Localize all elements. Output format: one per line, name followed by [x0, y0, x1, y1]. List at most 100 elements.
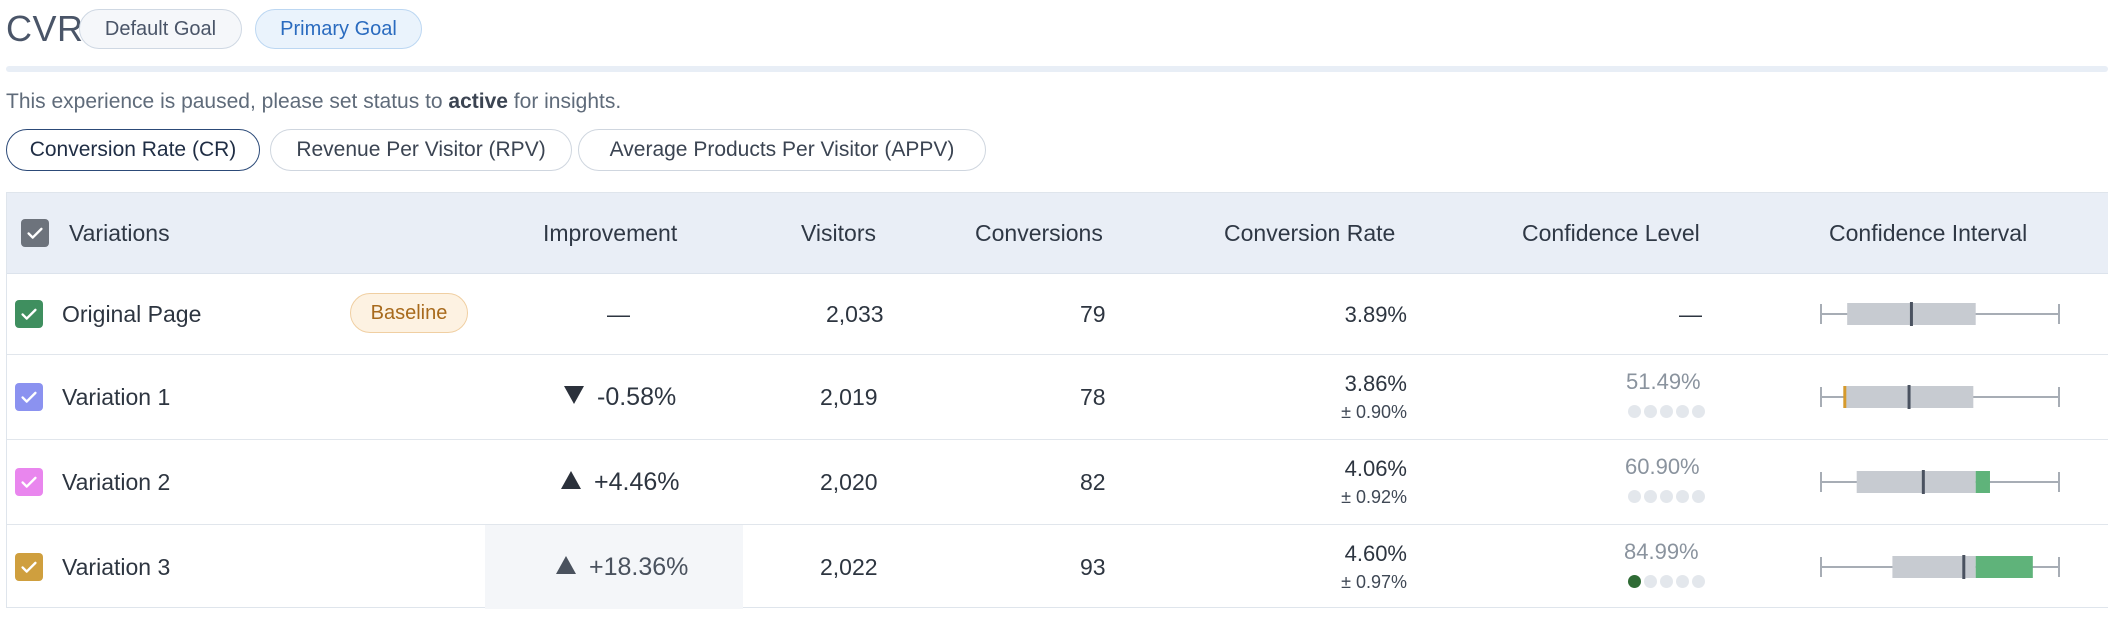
conversions-value: 79 — [1080, 300, 1106, 327]
visitors-value: 2,019 — [820, 383, 878, 410]
tab-revenue-per-visitor[interactable]: Revenue Per Visitor (RPV) — [270, 129, 572, 171]
tab-average-products-per-visitor[interactable]: Average Products Per Visitor (APPV) — [578, 129, 986, 171]
confidence-value: — — [1679, 300, 1702, 327]
confidence-dot — [1644, 575, 1657, 588]
up-arrow-icon — [555, 553, 577, 582]
conversion-rate-cell: 3.86% ± 0.90% — [1207, 355, 1407, 439]
improvement-value: — — [607, 300, 630, 327]
up-arrow-icon — [560, 468, 582, 497]
conversion-rate-margin: ± 0.97% — [1341, 572, 1407, 592]
conversion-rate-value: 3.86% — [1344, 371, 1407, 396]
primary-goal-chip[interactable]: Primary Goal — [255, 9, 422, 49]
confidence-dot — [1692, 575, 1705, 588]
confidence-value: 51.49% — [1626, 369, 1701, 394]
results-table: Variations Improvement Visitors Conversi… — [6, 192, 2108, 609]
header-variations[interactable]: Variations — [69, 219, 170, 246]
confidence-dot — [1676, 490, 1689, 503]
header-conversion-rate[interactable]: Conversion Rate — [1224, 219, 1396, 246]
conversion-rate-cell: 4.60% ± 0.97% — [1207, 525, 1407, 609]
interval-box — [1856, 471, 1976, 493]
conversion-rate-value: 4.06% — [1344, 456, 1407, 481]
check-icon — [21, 308, 37, 320]
improvement-cell: +18.36% — [555, 525, 688, 609]
interval-gain-segment — [1975, 471, 1990, 493]
paused-notice-keyword: active — [448, 90, 508, 113]
header-conversions[interactable]: Conversions — [975, 219, 1103, 246]
confidence-dot — [1692, 405, 1705, 418]
confidence-value: 60.90% — [1625, 454, 1700, 479]
paused-notice-prefix: This experience is paused, please set st… — [6, 90, 449, 113]
paused-notice: This experience is paused, please set st… — [6, 90, 621, 114]
header-confidence-level[interactable]: Confidence Level — [1522, 219, 1700, 246]
confidence-interval-plot — [1820, 555, 2060, 579]
conversions-value: 78 — [1080, 383, 1106, 410]
goal-title: CVR — [6, 8, 84, 49]
goal-header: CVR Default Goal Primary Goal — [0, 0, 2108, 64]
confidence-dot — [1660, 490, 1673, 503]
visitors-value: 2,020 — [820, 468, 878, 495]
table-row[interactable]: Variation 2 +4.46% 2,020 82 4.06% ± 0.92… — [7, 440, 2108, 525]
confidence-value: 84.99% — [1624, 539, 1699, 564]
header-visitors[interactable]: Visitors — [801, 219, 876, 246]
baseline-badge: Baseline — [350, 293, 468, 333]
confidence-interval-plot — [1820, 302, 2060, 326]
variation-checkbox[interactable] — [15, 300, 43, 328]
confidence-dots — [1628, 405, 1708, 419]
improvement-cell: +4.46% — [560, 440, 680, 524]
confidence-dots — [1628, 575, 1708, 589]
improvement-value: +18.36% — [589, 552, 689, 581]
improvement-value: -0.58% — [597, 382, 677, 411]
table-row[interactable]: Variation 3 +18.36% 2,022 93 4.60% ± 0.9… — [7, 525, 2108, 609]
table-row[interactable]: Variation 1 -0.58% 2,019 78 3.86% ± 0.90… — [7, 355, 2108, 440]
improvement-value: +4.46% — [594, 467, 680, 496]
header-confidence-interval[interactable]: Confidence Interval — [1829, 219, 2028, 246]
conversion-rate-margin: ± 0.90% — [1341, 402, 1407, 422]
variation-name: Variation 3 — [62, 553, 171, 580]
check-icon — [21, 476, 37, 488]
confidence-dot — [1628, 490, 1641, 503]
conversion-rate-cell: 4.06% ± 0.92% — [1207, 440, 1407, 524]
conversion-rate-margin: ± 0.92% — [1341, 487, 1407, 507]
check-icon — [21, 391, 37, 403]
confidence-dot — [1628, 575, 1641, 588]
table-row[interactable]: Original Page Baseline — 2,033 79 3.89% … — [7, 274, 2108, 355]
confidence-dot — [1660, 575, 1673, 588]
visitors-value: 2,022 — [820, 553, 878, 580]
section-divider — [6, 66, 2108, 72]
variation-name: Original Page — [62, 300, 202, 327]
visitors-value: 2,033 — [826, 300, 884, 327]
improvement-cell: -0.58% — [563, 355, 676, 439]
variation-checkbox[interactable] — [15, 468, 43, 496]
variation-name: Variation 2 — [62, 468, 171, 495]
check-icon — [21, 561, 37, 573]
confidence-interval-plot — [1820, 385, 2060, 409]
confidence-dot — [1660, 405, 1673, 418]
variation-checkbox[interactable] — [15, 383, 43, 411]
header-improvement[interactable]: Improvement — [543, 219, 678, 246]
conversion-rate-cell: 3.89% — [1207, 274, 1407, 354]
confidence-dot — [1644, 490, 1657, 503]
confidence-dot — [1676, 405, 1689, 418]
check-icon — [27, 227, 43, 239]
interval-gain-segment — [1975, 556, 2033, 578]
paused-notice-suffix: for insights. — [507, 90, 622, 113]
conversions-value: 93 — [1080, 553, 1106, 580]
variation-checkbox[interactable] — [15, 553, 43, 581]
confidence-dots — [1628, 490, 1708, 504]
interval-box — [1892, 556, 1976, 578]
table-header: Variations Improvement Visitors Conversi… — [7, 193, 2108, 274]
select-all-checkbox[interactable] — [21, 219, 49, 247]
confidence-dot — [1676, 575, 1689, 588]
confidence-dot — [1644, 405, 1657, 418]
confidence-interval-plot — [1820, 470, 2060, 494]
conversions-value: 82 — [1080, 468, 1106, 495]
confidence-dot — [1628, 405, 1641, 418]
conversion-rate-value: 3.89% — [1344, 302, 1407, 327]
default-goal-chip[interactable]: Default Goal — [79, 9, 242, 49]
down-arrow-icon — [563, 383, 585, 412]
improvement-highlight — [485, 525, 743, 609]
variation-name: Variation 1 — [62, 383, 171, 410]
confidence-dot — [1692, 490, 1705, 503]
conversion-rate-value: 4.60% — [1344, 541, 1407, 566]
tab-conversion-rate[interactable]: Conversion Rate (CR) — [6, 129, 260, 171]
